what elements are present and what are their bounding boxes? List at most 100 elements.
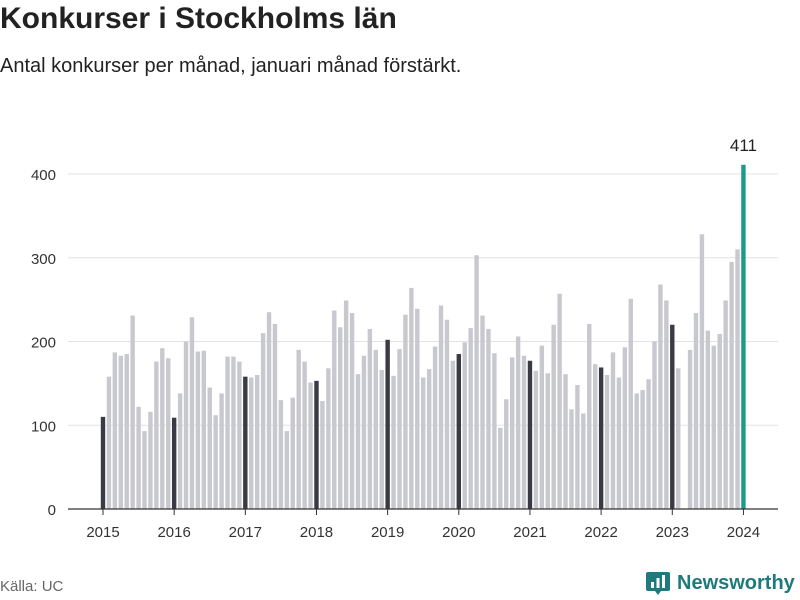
- bar-2018-03: [326, 368, 331, 509]
- bar-2023-09: [717, 333, 722, 509]
- bar-2023-10: [723, 300, 728, 509]
- bar-2015-04: [118, 355, 123, 509]
- bar-2023-05: [693, 313, 699, 509]
- bar-2019-06: [415, 308, 420, 509]
- bar-2020-11: [515, 336, 521, 510]
- bar-2017-12: [308, 382, 313, 509]
- chart-title: Konkurser i Stockholms län: [0, 2, 397, 35]
- brand-name: Newsworthy: [677, 571, 795, 594]
- bar-2020-02: [462, 342, 467, 509]
- bar-2017-07: [278, 400, 284, 510]
- bar-2018-08: [355, 374, 361, 509]
- bar-2022-12: [664, 300, 669, 509]
- bar-2015-06: [130, 315, 135, 509]
- bar-2018-07: [349, 313, 355, 509]
- y-tick-label-300: 300: [31, 251, 56, 268]
- bar-2015-11: [160, 348, 165, 509]
- bar-2015-05: [124, 354, 129, 509]
- bar-2023-07: [705, 330, 711, 509]
- bar-2015-08: [142, 431, 147, 509]
- bar-2018-04: [332, 310, 337, 509]
- bar-2022-04: [616, 377, 622, 509]
- bar-2021-12: [592, 364, 598, 509]
- bar-2019-11: [444, 319, 450, 510]
- bar-2021-10: [581, 413, 586, 509]
- bar-2019-07: [421, 377, 426, 509]
- bar-2020-08: [498, 427, 503, 509]
- source-note: Källa: UC: [0, 578, 64, 595]
- bar-2017-05: [266, 312, 272, 509]
- bar-2019-01: [385, 339, 390, 509]
- bar-2018-06: [343, 300, 349, 509]
- y-tick-label-0: 0: [48, 502, 56, 519]
- bar-2020-09: [504, 399, 509, 509]
- bar-2020-07: [492, 353, 497, 510]
- bar-2015-01: [100, 416, 106, 510]
- y-tick-label-100: 100: [31, 418, 56, 435]
- bar-2015-12: [166, 358, 171, 509]
- bar-2023-01: [670, 324, 675, 509]
- bar-2020-01: [456, 354, 461, 509]
- bar-2016-06: [201, 350, 207, 509]
- annotations: 411: [730, 136, 757, 155]
- bar-2018-10: [367, 328, 373, 509]
- bar-2021-08: [569, 409, 574, 509]
- bar-2023-08: [711, 345, 716, 509]
- y-axis-tick-labels: 0 100 200 300 400: [31, 167, 56, 519]
- x-tick-label-2023: 2023: [656, 524, 689, 541]
- bar-2018-02: [320, 400, 325, 509]
- bar-2015-03: [112, 352, 118, 509]
- bar-2021-01: [527, 360, 533, 509]
- bar-2022-06: [628, 298, 633, 509]
- y-tick-label-200: 200: [31, 335, 56, 352]
- bar-2018-11: [373, 349, 378, 510]
- bar-2016-02: [177, 393, 183, 510]
- bar-2022-07: [634, 393, 639, 510]
- bar-2023-12: [735, 249, 740, 510]
- bar-2019-05: [409, 287, 414, 509]
- bar-2017-10: [296, 349, 301, 510]
- bar-2019-03: [397, 349, 402, 509]
- bar-2022-03: [610, 352, 616, 509]
- bar-2021-11: [587, 323, 592, 509]
- bar-2017-03: [254, 375, 260, 509]
- bar-2021-07: [563, 374, 568, 509]
- x-tick-label-2021: 2021: [513, 524, 546, 541]
- bar-2021-03: [539, 345, 545, 509]
- x-tick-label-2018: 2018: [300, 524, 333, 541]
- bar-2016-07: [207, 387, 212, 509]
- bar-2015-10: [154, 361, 159, 509]
- bar-2023-02: [676, 368, 681, 509]
- bar-2019-09: [432, 346, 438, 509]
- bar-2017-04: [260, 333, 266, 510]
- x-tick-label-2016: 2016: [157, 524, 190, 541]
- bar-2016-11: [231, 356, 236, 509]
- bar-2015-09: [148, 411, 153, 509]
- bar-2020-10: [509, 357, 515, 509]
- bar-2016-09: [219, 393, 224, 510]
- x-tick-label-2015: 2015: [86, 524, 119, 541]
- bar-2018-12: [379, 369, 384, 510]
- x-tick-label-2020: 2020: [442, 524, 475, 541]
- bar-2018-09: [361, 355, 367, 509]
- bar-2016-04: [189, 317, 195, 509]
- bar-2022-05: [622, 347, 628, 509]
- bar-2019-04: [403, 314, 408, 509]
- bar-2017-09: [290, 397, 295, 509]
- bar-2019-10: [438, 305, 444, 509]
- bar-2023-11: [729, 261, 734, 509]
- bar-2021-02: [533, 370, 539, 509]
- bar-2021-09: [575, 385, 580, 509]
- bar-2016-01: [171, 417, 177, 509]
- bar-2020-04: [474, 255, 479, 509]
- bar-2018-01: [314, 380, 319, 509]
- x-tick-label-2019: 2019: [371, 524, 404, 541]
- bar-2017-02: [249, 377, 254, 509]
- x-tick-label-2024: 2024: [727, 524, 760, 541]
- y-tick-label-400: 400: [31, 167, 56, 184]
- bar-2016-03: [183, 341, 189, 509]
- bar-2016-08: [213, 415, 218, 509]
- bar-2015-07: [136, 406, 141, 509]
- bars: [100, 164, 746, 510]
- bar-2019-08: [426, 369, 432, 509]
